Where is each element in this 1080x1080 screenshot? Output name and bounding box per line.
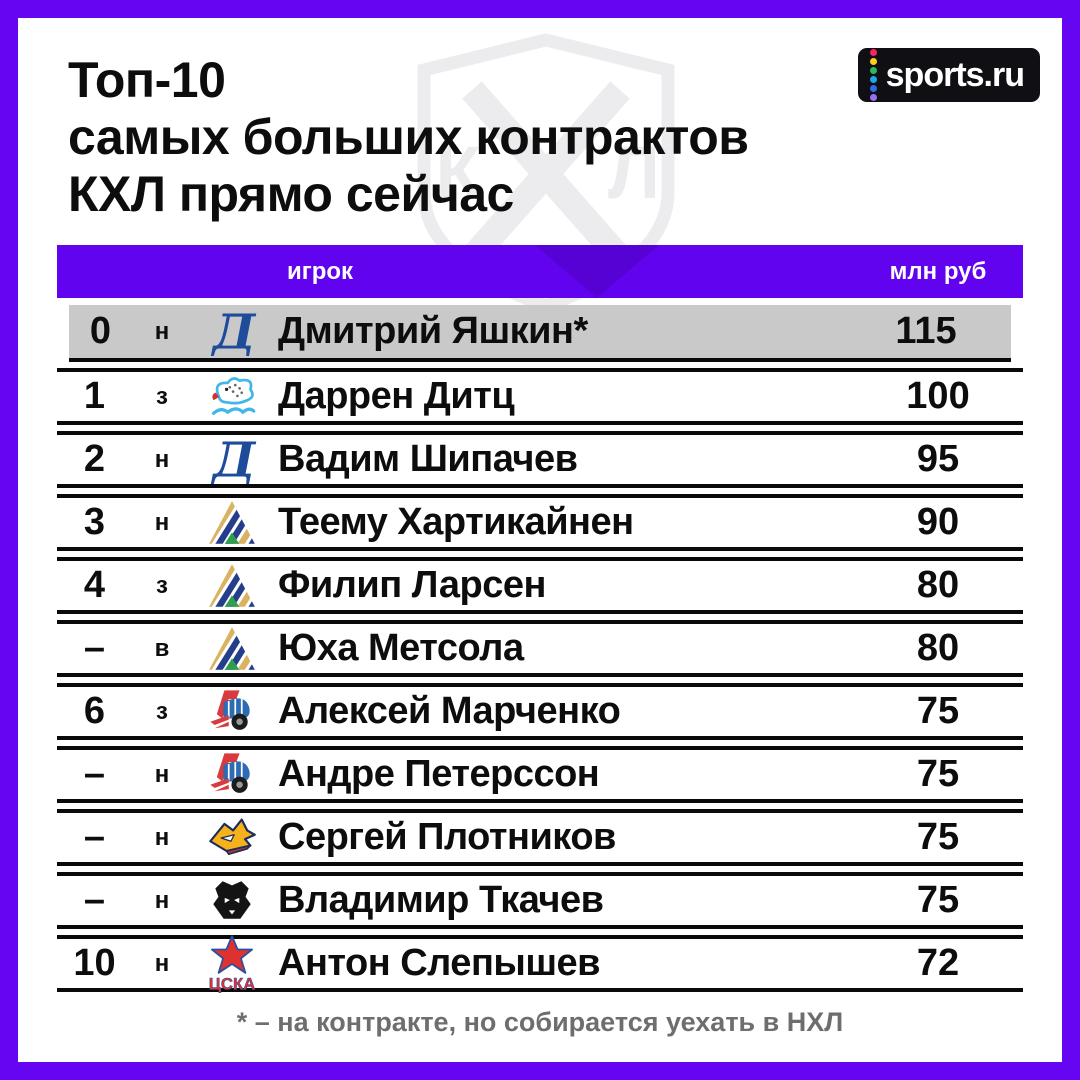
title-line-1: Топ-10 (68, 52, 226, 108)
rank-cell: 10 (73, 942, 116, 984)
table-row: – в Юха Метсола 80 (57, 620, 1023, 677)
player-name: Алексей Марченко (278, 690, 621, 732)
traktor-logo (192, 876, 272, 926)
player-name: Даррен Дитц (278, 375, 515, 417)
table-row: 4 з Филип Ларсен 80 (57, 557, 1023, 614)
salavat-logo (192, 561, 272, 611)
contract-value: 75 (916, 753, 960, 795)
player-name: Филип Ларсен (278, 564, 546, 606)
rank-cell: 4 (83, 564, 106, 606)
lokomotiv-logo (192, 686, 272, 738)
position-cell: з (156, 697, 168, 725)
footnote: * – на контракте, но собирается уехать в… (236, 1007, 844, 1037)
contract-value: 95 (916, 438, 960, 480)
table-row: 0 н Д Дмитрий Яшкин* 115 (69, 305, 1011, 362)
position-cell: н (154, 445, 170, 473)
position-cell: н (154, 508, 170, 536)
table-row: 10 н ЦСКА Антон Слепышев 72 (57, 934, 1023, 993)
barys-logo (192, 371, 272, 423)
sportsru-logo: sports.ru (857, 48, 1040, 102)
position-cell: н (154, 886, 170, 914)
rank-cell: – (83, 627, 106, 669)
position-cell: з (156, 382, 168, 410)
contract-value: 75 (916, 879, 960, 921)
table-row: – н Сергей Плотников 75 (57, 809, 1023, 866)
contract-value: 90 (916, 501, 960, 543)
watermark-letter-l: Л (608, 131, 660, 214)
svg-text:Д: Д (211, 306, 257, 358)
player-name: Теему Хартикайнен (278, 501, 634, 543)
svg-text:ЦСКА: ЦСКА (209, 974, 256, 992)
watermark-letter-k: К (435, 131, 481, 214)
player-name: Антон Слепышев (278, 942, 601, 984)
content-area: К Л sports.ru Топ-10 самых больших контр… (18, 18, 1062, 1062)
position-cell: з (156, 571, 168, 599)
cska-logo: ЦСКА (192, 934, 272, 993)
table-row: 1 з Даррен Дитц 100 (57, 368, 1023, 425)
rank-cell: – (83, 753, 106, 795)
rank-cell: 0 (89, 310, 112, 352)
table-body: 0 н Д Дмитрий Яшкин* 115 1 з Даррен Дитц… (57, 305, 1023, 993)
contract-value: 80 (916, 564, 960, 606)
dynamo-logo: Д (192, 434, 272, 486)
salavat-logo (192, 624, 272, 674)
table-row: 6 з Алексей Марченко 75 (57, 683, 1023, 740)
contract-value: 115 (895, 310, 957, 352)
table-row: – н Владимир Ткачев 75 (57, 872, 1023, 929)
lokomotiv-logo (192, 749, 272, 801)
column-header-player: игрок (286, 257, 354, 285)
svg-text:Д: Д (211, 434, 257, 486)
contract-value: 75 (916, 816, 960, 858)
player-name: Сергей Плотников (278, 816, 616, 858)
player-name: Андре Петерссон (278, 753, 600, 795)
salavat-logo (192, 498, 272, 548)
position-cell: в (154, 634, 170, 662)
sportsru-dots-icon (869, 49, 877, 101)
title-line-3: КХЛ прямо сейчас (68, 166, 514, 222)
table-row: – н Андре Петерссон 75 (57, 746, 1023, 803)
contract-value: 75 (916, 690, 960, 732)
rank-cell: 1 (83, 375, 106, 417)
shield-tip-overlay (535, 245, 659, 298)
rank-cell: 6 (83, 690, 106, 732)
position-cell: н (154, 949, 170, 977)
page-title: Топ-10 самых больших контрактов КХЛ прям… (68, 52, 1062, 223)
position-cell: н (154, 317, 170, 345)
rank-cell: 2 (83, 438, 106, 480)
player-name: Вадим Шипачев (278, 438, 578, 480)
title-line-2: самых больших контрактов (68, 109, 749, 165)
player-name: Дмитрий Яшкин* (278, 310, 588, 352)
contract-value: 80 (916, 627, 960, 669)
position-cell: н (154, 823, 170, 851)
player-name: Владимир Ткачев (278, 879, 604, 921)
table-row: 3 н Теему Хартикайнен 90 (57, 494, 1023, 551)
rank-cell: 3 (83, 501, 106, 543)
column-header-value: млн руб (889, 257, 987, 285)
rank-cell: – (83, 816, 106, 858)
table-row: 2 н Д Вадим Шипачев 95 (57, 431, 1023, 488)
position-cell: н (154, 760, 170, 788)
dynamo-logo: Д (192, 306, 272, 358)
contract-value: 72 (916, 942, 960, 984)
player-name: Юха Метсола (278, 627, 524, 669)
metallurg-logo (192, 812, 272, 864)
contract-value: 100 (906, 375, 970, 417)
table-header: игрок млн руб (57, 245, 1023, 298)
sportsru-wordmark: sports.ru (885, 55, 1025, 94)
rank-cell: – (83, 879, 106, 921)
